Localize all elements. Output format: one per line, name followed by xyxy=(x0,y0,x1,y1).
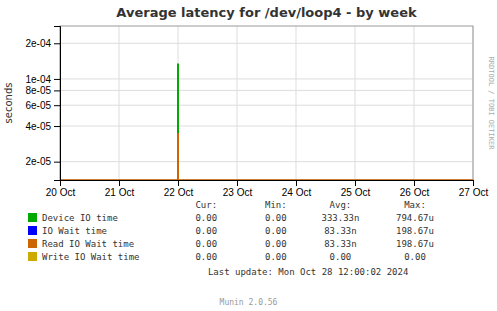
legend-swatch xyxy=(28,239,37,248)
legend-value: 0.00 xyxy=(195,239,217,249)
y-tick-label: 6e-05 xyxy=(25,100,51,111)
y-tick: 6e-05 xyxy=(25,100,60,111)
y-tick-label: 2e-04 xyxy=(25,38,51,49)
chart: 20 Oct 21 Oct 22 Oct 23 Oct 24 Oct 25 Oct 26 O… xyxy=(0,0,497,311)
x-tick-label: 25 Oct xyxy=(341,187,371,198)
plot-frame xyxy=(60,26,473,180)
legend-swatch xyxy=(28,252,37,261)
x-tick-label: 23 Oct xyxy=(223,187,253,198)
legend-value: 0.00 xyxy=(265,252,287,262)
series-line xyxy=(177,133,179,180)
legend-value: 794.67u xyxy=(396,213,434,223)
grid-line xyxy=(355,26,356,180)
marks xyxy=(60,64,473,180)
x-axis-line xyxy=(61,181,474,187)
legend-value: 0.00 xyxy=(404,252,426,262)
x-tick-label: 22 Oct xyxy=(164,187,194,198)
y-tick-label: 4e-05 xyxy=(25,121,51,132)
legend-swatch xyxy=(28,213,37,222)
legend-header: Max: xyxy=(404,200,426,210)
y-label: seconds xyxy=(3,83,14,124)
y-tick-mark xyxy=(54,105,60,106)
baseline xyxy=(60,179,473,180)
rrdtool-label: RRDTOOL / TOBI OETIKER xyxy=(487,57,495,151)
legend-value: 198.67u xyxy=(396,226,434,236)
legend-value: 0.00 xyxy=(265,213,287,223)
y-axis: 2e-05 4e-05 6e-05 8e-051e-04 2e-04 xyxy=(25,27,60,181)
legend-header: Avg: xyxy=(330,200,352,210)
legend-label: Device IO time xyxy=(42,213,118,223)
x-tick-label: 26 Oct xyxy=(400,187,430,198)
series-line xyxy=(177,64,179,180)
x-tick-label: 20 Oct xyxy=(46,187,76,198)
grid-line xyxy=(60,126,473,127)
x-tick: 22 Oct xyxy=(164,180,194,198)
title: Average latency for /dev/loop4 - by week xyxy=(116,5,417,20)
grid-line xyxy=(237,26,238,180)
x-tick: 23 Oct xyxy=(223,180,253,198)
grid-line xyxy=(119,26,120,180)
legend-label: Write IO Wait time xyxy=(42,252,140,262)
y-tick: 2e-04 xyxy=(25,38,60,49)
x-tick: 21 Oct xyxy=(105,180,135,198)
grid-line xyxy=(60,161,473,162)
x-tick: 26 Oct xyxy=(400,180,430,198)
y-tick-mark xyxy=(54,126,60,127)
plot: 20 Oct 21 Oct 22 Oct 23 Oct 24 Oct 25 Oct 26 O… xyxy=(25,26,488,198)
legend-header: Cur: xyxy=(195,200,217,210)
legend-swatch xyxy=(28,226,37,235)
x-tick-label: 27 Oct xyxy=(459,187,489,198)
x-tick: 25 Oct xyxy=(341,180,371,198)
x-tick-label: 24 Oct xyxy=(282,187,312,198)
last-update: Last update: Mon Oct 28 12:00:02 2024 xyxy=(208,267,408,277)
y-tick: 8e-05 xyxy=(25,85,60,96)
legend-value: 0.00 xyxy=(195,252,217,262)
legend-value: 0.00 xyxy=(330,252,352,262)
x-tick-mark xyxy=(237,180,238,186)
grid-line xyxy=(60,90,473,91)
x-tick-mark xyxy=(414,180,415,186)
y-tick-label: 2e-05 xyxy=(25,156,51,167)
y-tick: 2e-05 xyxy=(25,156,60,167)
grid-line xyxy=(178,26,179,180)
x-tick-label: 21 Oct xyxy=(105,187,135,198)
legend-value: 83.33n xyxy=(324,226,357,236)
grid-line xyxy=(60,78,473,79)
legend-value: 0.00 xyxy=(265,226,287,236)
y-tick-label: 1e-04 xyxy=(25,74,51,85)
y-tick: 1e-04 xyxy=(25,74,60,85)
y-tick-mark xyxy=(54,162,60,163)
legend-value: 0.00 xyxy=(195,226,217,236)
x-tick-mark xyxy=(473,180,474,186)
x-tick: 27 Oct xyxy=(459,180,489,198)
x-tick-mark xyxy=(178,180,179,186)
grid xyxy=(60,26,473,180)
legend-value: 0.00 xyxy=(195,213,217,223)
legend-label: IO Wait time xyxy=(42,226,107,236)
legend-header: Min: xyxy=(265,200,287,210)
y-tick-mark xyxy=(54,90,60,91)
y-axis-line xyxy=(54,27,61,181)
x-axis: 20 Oct 21 Oct 22 Oct 23 Oct 24 Oct 25 Oct 26 O… xyxy=(46,180,489,198)
x-tick-mark xyxy=(119,180,120,186)
y-tick-mark xyxy=(54,79,60,80)
legend-value: 0.00 xyxy=(265,239,287,249)
y-tick-label: 8e-05 xyxy=(25,85,51,96)
grid-line xyxy=(60,43,473,44)
legend-value: 198.67u xyxy=(396,239,434,249)
y-tick: 4e-05 xyxy=(25,121,60,132)
x-tick: 24 Oct xyxy=(282,180,312,198)
y-tick-mark xyxy=(54,43,60,44)
legend-value: 83.33n xyxy=(324,239,357,249)
grid-line xyxy=(60,105,473,106)
munin-version: Munin 2.0.56 xyxy=(220,298,278,307)
grid-line xyxy=(414,26,415,180)
x-tick-mark xyxy=(296,180,297,186)
legend-value: 333.33n xyxy=(321,213,359,223)
grid-line xyxy=(296,26,297,180)
x-tick-mark xyxy=(355,180,356,186)
legend: Cur: Min: Avg: Max: Device IO time 0.00 0.00 33… xyxy=(28,200,434,277)
legend-label: Read IO Wait time xyxy=(42,239,134,249)
x-tick: 20 Oct xyxy=(46,180,76,198)
